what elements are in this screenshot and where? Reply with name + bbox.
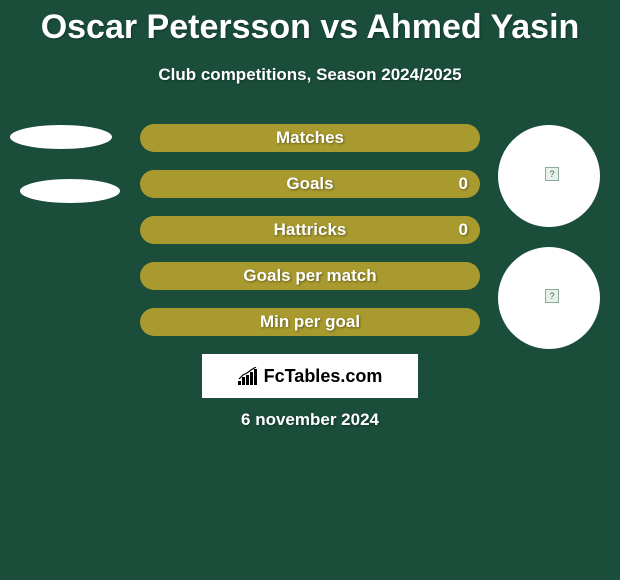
stat-bar-goals-per-match: Goals per match [140, 262, 480, 290]
page-title: Oscar Petersson vs Ahmed Yasin [0, 0, 620, 47]
logo-box: FcTables.com [202, 354, 418, 398]
player2-avatar-right: ? [498, 247, 600, 349]
stat-label: Matches [276, 128, 344, 148]
placeholder-icon: ? [545, 289, 559, 303]
stat-bar-matches: Matches [140, 124, 480, 152]
subtitle: Club competitions, Season 2024/2025 [0, 65, 620, 85]
stat-label: Min per goal [260, 312, 360, 332]
logo: FcTables.com [238, 366, 383, 387]
stats-bars: Matches Goals 0 Hattricks 0 Goals per ma… [140, 124, 480, 354]
stat-label: Goals [286, 174, 333, 194]
player1-avatar-left [10, 125, 112, 149]
player2-avatar-left [20, 179, 120, 203]
chart-icon [238, 367, 260, 385]
left-player-avatars [10, 125, 120, 203]
stat-label: Goals per match [243, 266, 376, 286]
stat-label: Hattricks [274, 220, 347, 240]
stat-value: 0 [459, 220, 468, 240]
logo-text: FcTables.com [264, 366, 383, 387]
right-player-avatars: ? ? [498, 125, 600, 349]
date: 6 november 2024 [0, 410, 620, 430]
placeholder-icon: ? [545, 167, 559, 181]
stat-bar-goals: Goals 0 [140, 170, 480, 198]
stat-bar-min-per-goal: Min per goal [140, 308, 480, 336]
player1-avatar-right: ? [498, 125, 600, 227]
stat-bar-hattricks: Hattricks 0 [140, 216, 480, 244]
stat-value: 0 [459, 174, 468, 194]
